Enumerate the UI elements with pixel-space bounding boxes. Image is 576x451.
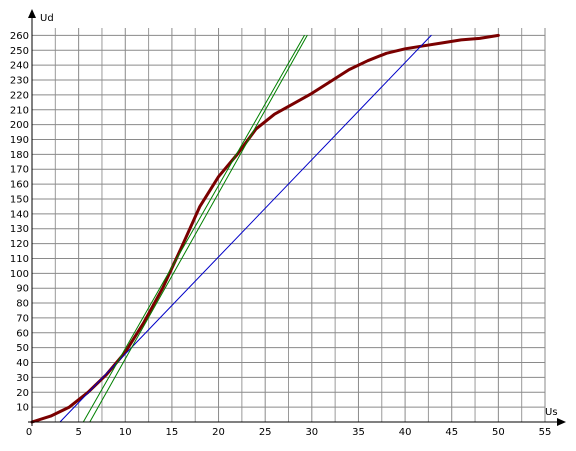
series-line-2 [82,34,305,423]
x-tick-label: 30 [305,427,318,438]
y-tick-label: 250 [10,46,29,57]
y-tick-label: 50 [16,343,29,354]
x-tick-label: 0 [26,427,32,438]
y-tick-label: 30 [16,373,29,384]
y-tick-label: 80 [16,299,29,310]
x-tick-label: 10 [119,427,132,438]
y-tick-label: 180 [10,150,29,161]
x-tick-label: 20 [212,427,225,438]
y-tick-label: 210 [10,105,29,116]
y-tick-label: 120 [10,239,29,250]
axes [28,9,566,426]
tick-labels: 1020304050607080901001101201301401501601… [10,31,551,438]
y-tick-label: 90 [16,284,29,295]
x-axis-arrow [557,418,566,426]
x-tick-label: 50 [492,427,505,438]
y-tick-label: 190 [10,135,29,146]
grid-major-lines [32,28,546,422]
grid-minor-lines [54,28,523,422]
y-tick-label: 20 [16,388,29,399]
y-tick-label: 150 [10,194,29,205]
y-axis-arrow [28,9,36,18]
series-line-1 [59,34,432,423]
x-tick-label: 25 [259,427,272,438]
y-tick-label: 100 [10,269,29,280]
series-line-3 [89,34,308,423]
y-tick-label: 240 [10,61,29,72]
y-axis-label: Ud [40,13,54,24]
series-group [30,33,500,424]
x-tick-label: 55 [539,427,552,438]
y-tick-label: 110 [10,254,29,265]
y-tick-label: 60 [16,328,29,339]
x-axis-label: Us [545,407,558,418]
y-tick-label: 70 [16,313,29,324]
y-tick-label: 140 [10,209,29,220]
y-tick-label: 40 [16,358,29,369]
x-tick-label: 45 [445,427,458,438]
x-tick-label: 40 [399,427,412,438]
x-tick-label: 5 [75,427,81,438]
y-tick-label: 10 [16,403,29,414]
x-tick-label: 15 [166,427,179,438]
y-tick-label: 230 [10,76,29,87]
x-tick-label: 35 [352,427,365,438]
y-tick-label: 220 [10,90,29,101]
y-tick-label: 200 [10,120,29,131]
y-tick-label: 130 [10,224,29,235]
y-tick-label: 260 [10,31,29,42]
y-tick-label: 160 [10,180,29,191]
y-tick-label: 170 [10,165,29,176]
